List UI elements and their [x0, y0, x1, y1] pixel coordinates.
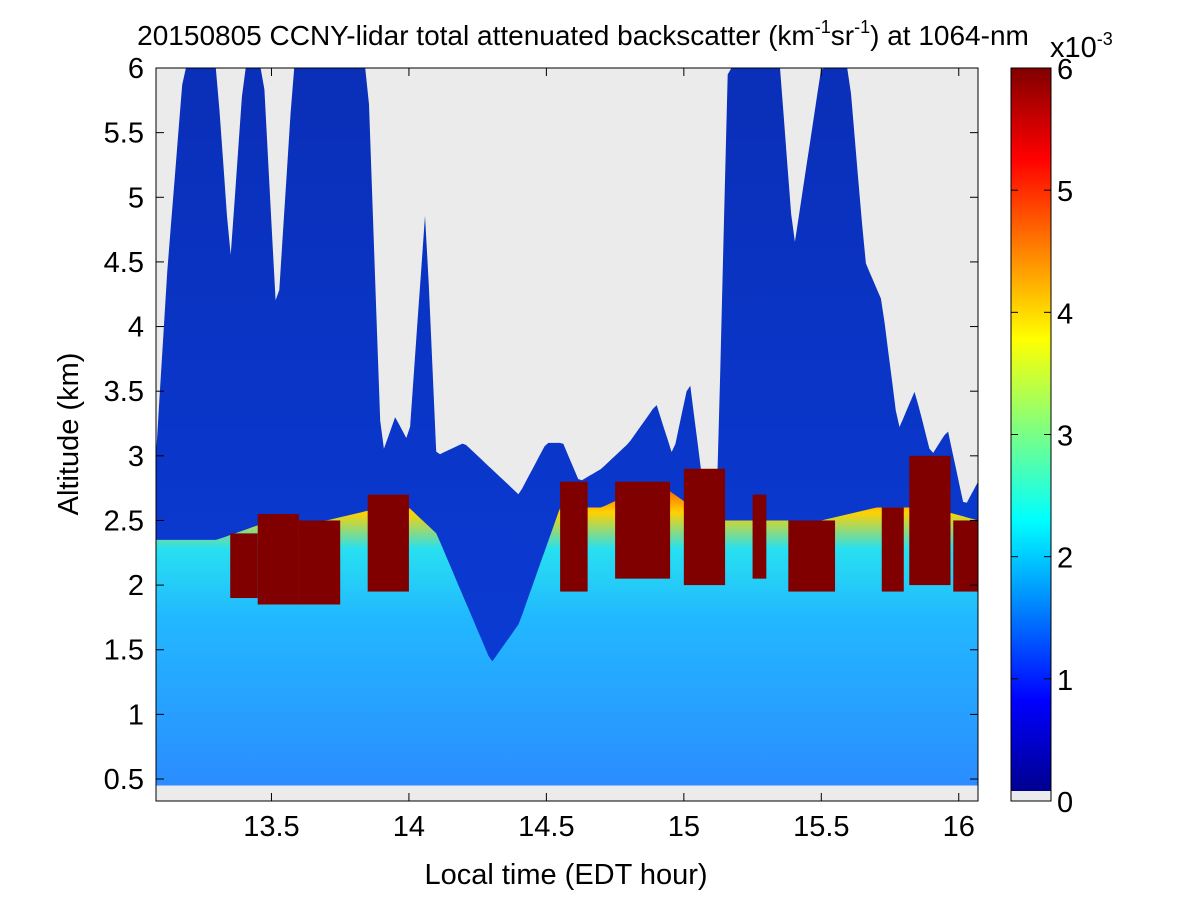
- cloud-layer-2: [298, 520, 341, 605]
- colorbar-tick-label: 6: [1057, 54, 1073, 86]
- cloud-layer-4: [560, 481, 588, 592]
- x-tick-label: 15: [668, 811, 700, 843]
- cloud-layer-10: [909, 455, 951, 586]
- colorbar-tick-label: 2: [1057, 543, 1073, 575]
- plot-frame: [155, 67, 979, 802]
- cloud-layer-1: [257, 514, 299, 605]
- colorbar-no-data-band: [1011, 791, 1051, 801]
- y-tick-label: 1.5: [104, 635, 144, 667]
- colorbar-tick-label: 5: [1057, 176, 1073, 208]
- y-tick-label: 6: [128, 53, 144, 85]
- cloud-layer-0: [230, 533, 258, 599]
- colorbar-tick-label: 3: [1057, 421, 1073, 453]
- x-tick-label: 14: [393, 811, 425, 843]
- chart-title: 20150805 CCNY-lidar total attenuated bac…: [137, 17, 1029, 51]
- y-tick-label: 0.5: [104, 764, 144, 796]
- colorbar-tick-label: 0: [1057, 787, 1073, 819]
- y-tick-label: 5.5: [104, 118, 144, 150]
- cloud-layer-8: [788, 520, 836, 592]
- y-tick-label: 2: [128, 570, 144, 602]
- x-axis: 13.5 14 14.5 15 15.5 16: [243, 68, 975, 843]
- colorbar-gradient: [1011, 68, 1051, 791]
- x-tick-label: 15.5: [793, 811, 849, 843]
- y-tick-label: 5: [128, 182, 144, 214]
- x-tick-label: 16: [943, 811, 975, 843]
- x-axis-label: Local time (EDT hour): [424, 859, 707, 891]
- y-tick-label: 3: [128, 441, 144, 473]
- y-tick-label: 1: [128, 699, 144, 731]
- x-tick-label: 13.5: [243, 811, 299, 843]
- y-axis: 0.5 1 1.5 2 2.5 3 3.5 4 4.5 5 5.5 6: [104, 53, 978, 796]
- colorbar-tick-label: 1: [1057, 665, 1073, 697]
- y-axis-label: Altitude (km): [53, 353, 85, 516]
- cloud-layer-9: [881, 507, 904, 592]
- colorbar-multiplier: x10-3: [1050, 29, 1113, 64]
- cloud-layer-3: [367, 494, 409, 592]
- cloud-layer-7: [752, 494, 767, 579]
- cloud-layer-11: [953, 520, 978, 592]
- y-tick-label: 4.5: [104, 247, 144, 279]
- y-tick-label: 2.5: [104, 505, 144, 537]
- x-tick-label: 14.5: [518, 811, 574, 843]
- colorbar-tick-label: 4: [1057, 298, 1073, 330]
- boundary-layer-region: [156, 481, 978, 786]
- cloud-layer-5: [615, 481, 671, 579]
- plot-area: [155, 67, 979, 802]
- colorbar: 0 1 2 3 4 5 6 x10-3: [1010, 29, 1113, 819]
- y-tick-label: 3.5: [104, 376, 144, 408]
- y-tick-label: 4: [128, 312, 144, 344]
- cloud-layer-6: [683, 468, 726, 586]
